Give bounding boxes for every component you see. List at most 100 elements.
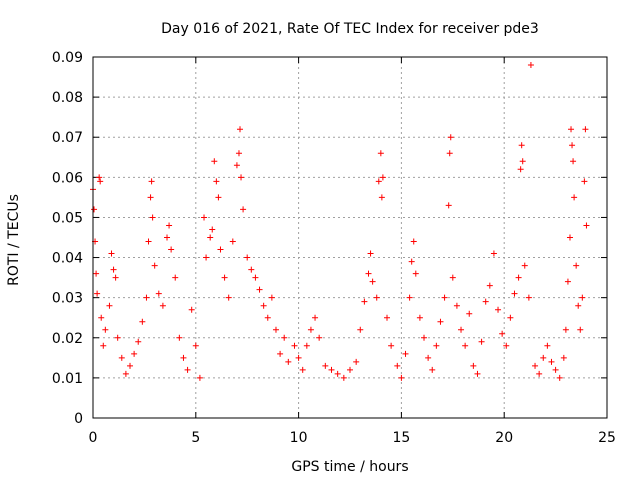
data-point [188, 306, 195, 313]
data-point [544, 342, 551, 349]
x-axis-label: GPS time / hours [291, 459, 408, 475]
data-point [566, 234, 573, 241]
data-point [518, 142, 525, 149]
data-point [357, 326, 364, 333]
data-point [412, 270, 419, 277]
data-point [268, 294, 275, 301]
data-point [490, 250, 497, 257]
data-point [217, 246, 224, 253]
data-point [406, 294, 413, 301]
data-point [582, 126, 589, 133]
data-point [353, 358, 360, 365]
data-point [148, 178, 155, 185]
data-point [211, 158, 218, 165]
data-point [312, 314, 319, 321]
data-point [122, 370, 129, 377]
data-point [97, 178, 104, 185]
data-point [519, 158, 526, 165]
data-point [131, 350, 138, 357]
data-point [166, 222, 173, 229]
data-point [176, 334, 183, 341]
data-point [221, 274, 228, 281]
y-tick-label: 0 [74, 411, 83, 427]
data-point [225, 294, 232, 301]
data-point [511, 290, 518, 297]
data-point [322, 362, 329, 369]
data-point [233, 162, 240, 169]
data-point [384, 314, 391, 321]
data-point [361, 298, 368, 305]
data-point [149, 214, 156, 221]
data-point [168, 246, 175, 253]
data-point [447, 134, 454, 141]
data-point [252, 274, 259, 281]
y-tick-label: 0.08 [52, 90, 83, 106]
data-point [441, 294, 448, 301]
data-point [466, 310, 473, 317]
data-point [102, 326, 109, 333]
data-point [421, 334, 428, 341]
data-point [316, 334, 323, 341]
data-point [536, 370, 543, 377]
data-point [482, 298, 489, 305]
data-point [106, 302, 113, 309]
data-point [209, 226, 216, 233]
data-point [93, 270, 100, 277]
data-point [515, 274, 522, 281]
data-point [248, 266, 255, 273]
data-point [437, 318, 444, 325]
data-point [184, 366, 191, 373]
data-point [532, 362, 539, 369]
x-tick-label: 10 [290, 430, 308, 446]
data-point [240, 206, 247, 213]
data-point [577, 326, 584, 333]
data-point [564, 278, 571, 285]
data-point [486, 282, 493, 289]
data-point [307, 326, 314, 333]
data-point [402, 350, 409, 357]
data-point [192, 342, 199, 349]
data-point [303, 342, 310, 349]
data-point [235, 150, 242, 157]
data-point [281, 334, 288, 341]
data-point [96, 174, 103, 181]
data-point [548, 358, 555, 365]
data-point [114, 334, 121, 341]
data-point [408, 258, 415, 265]
data-point [291, 342, 298, 349]
data-point [145, 238, 152, 245]
data-point [139, 318, 146, 325]
data-point [556, 374, 563, 381]
data-point [164, 234, 171, 241]
data-point [334, 370, 341, 377]
data-point [127, 362, 134, 369]
data-point [495, 306, 502, 313]
data-point [91, 206, 98, 213]
data-point [155, 290, 162, 297]
data-point [203, 254, 210, 261]
data-point [560, 354, 567, 361]
data-point [347, 366, 353, 373]
x-tick-label: 20 [495, 430, 513, 446]
data-point [207, 234, 214, 241]
data-point [369, 278, 376, 285]
data-point [568, 126, 575, 133]
data-point [378, 194, 385, 201]
data-point [112, 274, 119, 281]
data-point [151, 262, 158, 269]
data-point [552, 366, 559, 373]
data-point [100, 342, 107, 349]
data-point [180, 354, 187, 361]
data-point [340, 374, 347, 381]
data-point [394, 362, 401, 369]
data-point [299, 366, 306, 373]
data-point [583, 222, 590, 229]
data-point [474, 370, 481, 377]
data-point [285, 358, 292, 365]
data-point [499, 330, 506, 337]
data-point [521, 262, 528, 269]
data-points [90, 62, 590, 381]
data-point [517, 166, 524, 173]
data-point [445, 202, 452, 209]
